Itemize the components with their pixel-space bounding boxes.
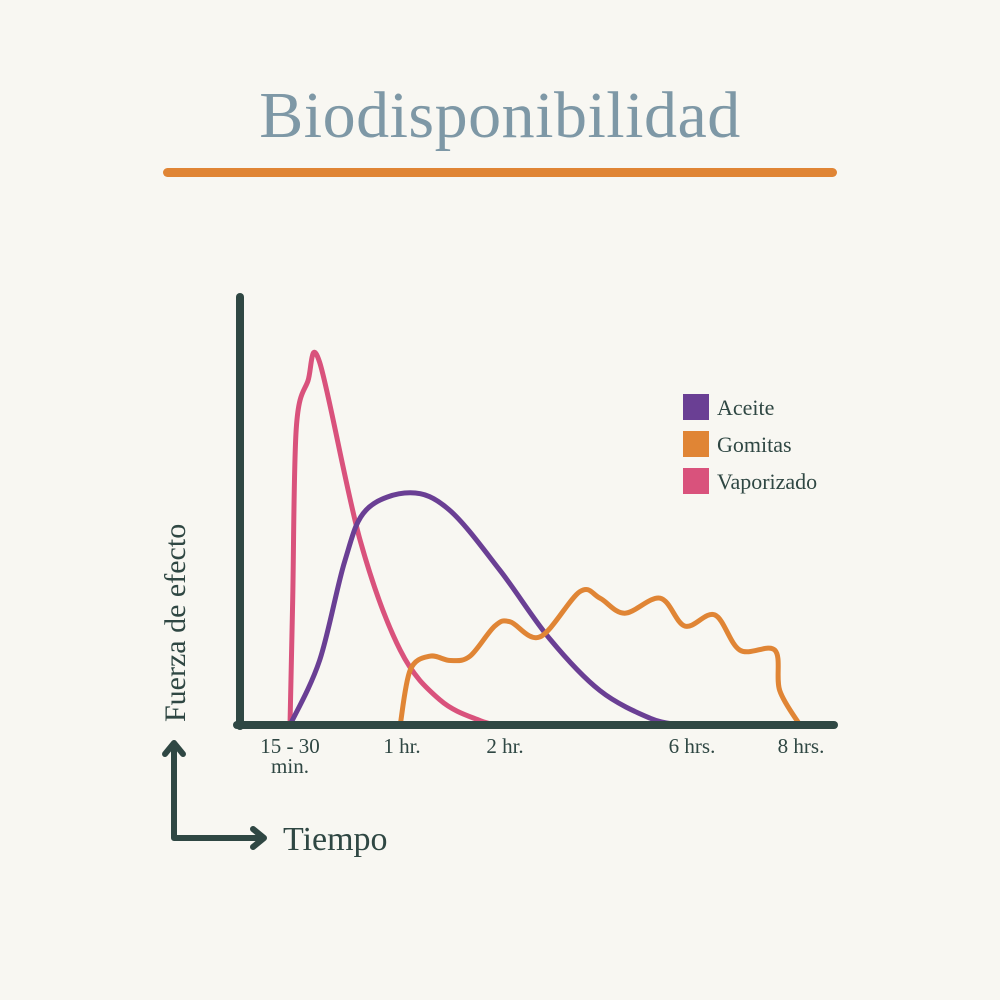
x-tick-label-line: 6 hrs.: [669, 734, 716, 758]
x-tick-label-line: min.: [271, 754, 309, 778]
legend-label: Aceite: [717, 395, 774, 420]
x-tick-label: 2 hr.: [486, 734, 523, 758]
x-tick-label: 8 hrs.: [778, 734, 825, 758]
x-axis-label: Tiempo: [283, 821, 388, 858]
series-line-aceite: [287, 490, 683, 728]
title-underline: [163, 168, 837, 177]
chart-title: Biodisponibilidad: [259, 79, 741, 152]
axes-arrow-icon: [162, 740, 267, 850]
legend-swatch: [683, 394, 709, 420]
x-tick-label-line: 2 hr.: [486, 734, 523, 758]
legend-label: Vaporizado: [717, 469, 817, 494]
x-tick-label-line: 8 hrs.: [778, 734, 825, 758]
x-tick-label: 1 hr.: [383, 734, 420, 758]
legend-swatch: [683, 468, 709, 494]
legend-label: Gomitas: [717, 432, 792, 457]
series-line-vaporizado: [287, 350, 503, 728]
x-tick-label-line: 1 hr.: [383, 734, 420, 758]
y-axis-label: Fuerza de efecto: [159, 524, 192, 722]
legend-swatch: [683, 431, 709, 457]
x-tick-label: 6 hrs.: [669, 734, 716, 758]
x-tick-label: 15 - 30 min.: [260, 734, 320, 778]
x-tick-label-line: 15 - 30: [260, 734, 320, 758]
series-line-gomitas: [397, 587, 803, 728]
